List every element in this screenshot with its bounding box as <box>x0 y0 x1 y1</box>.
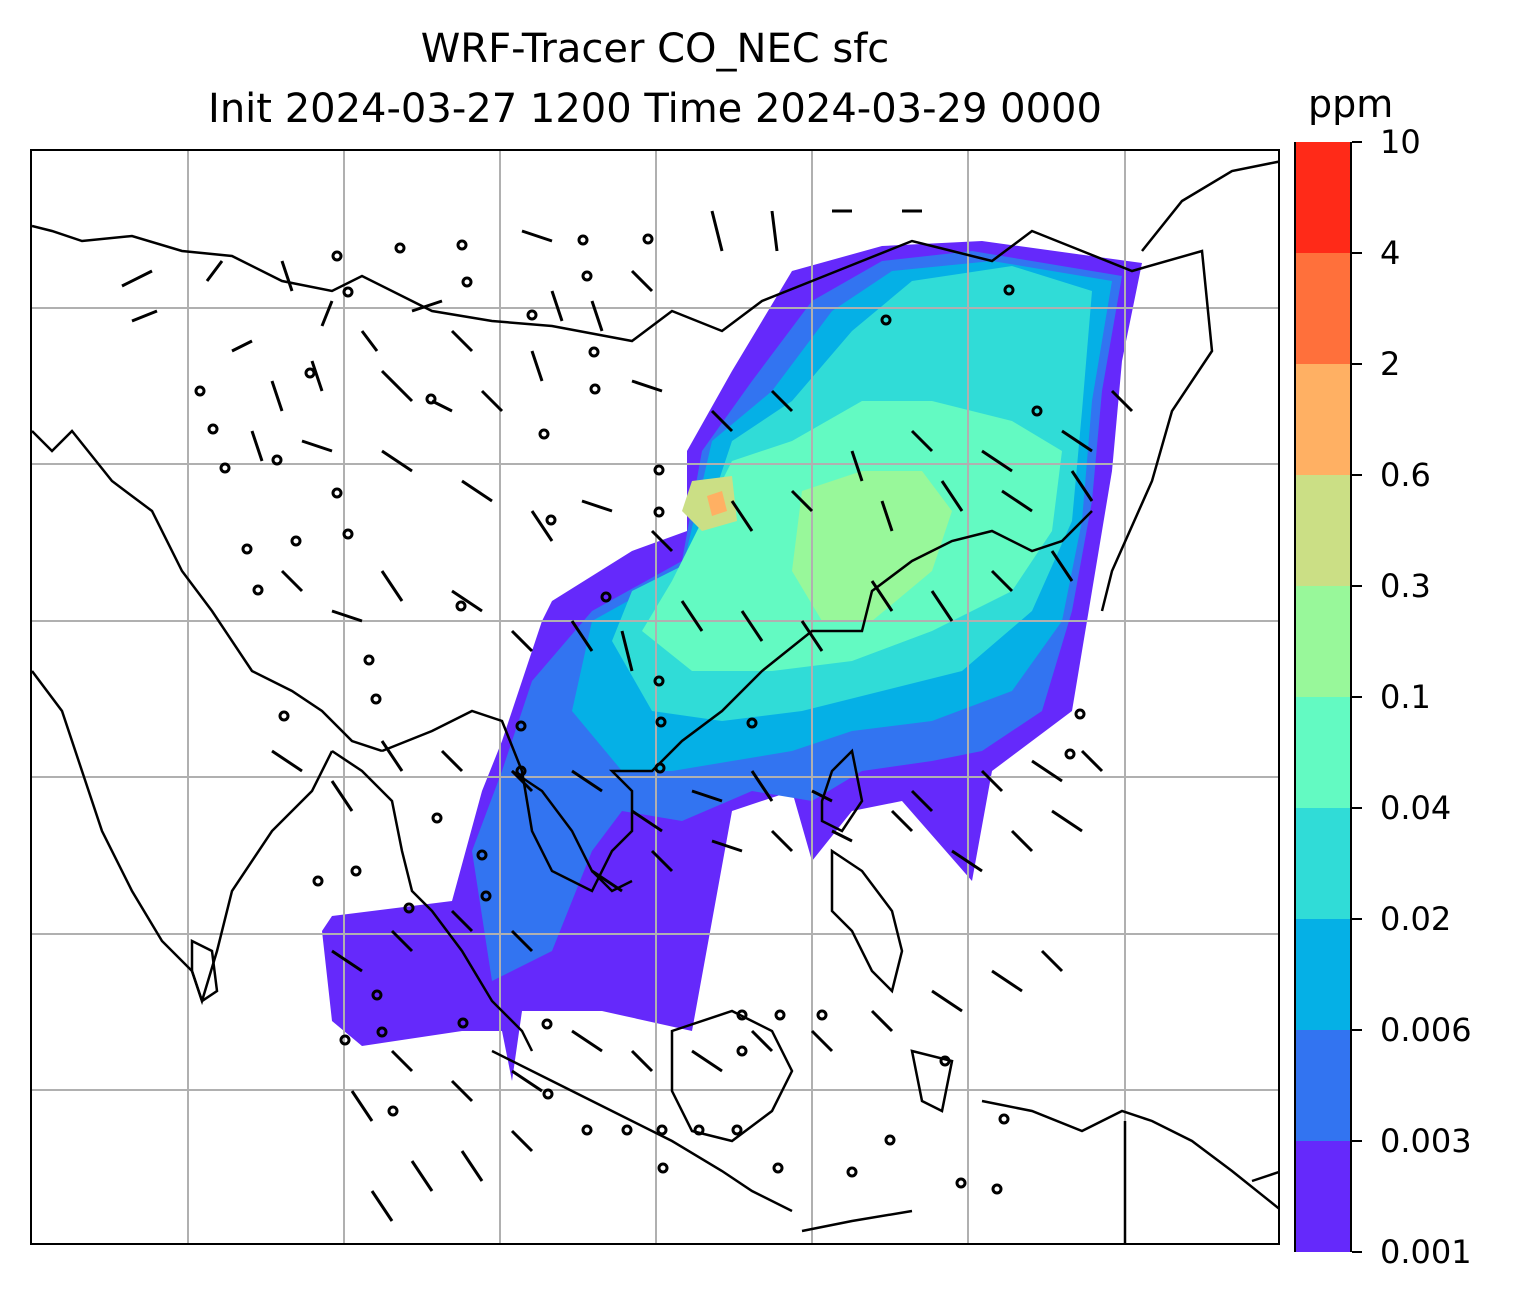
colorbar-tick-label: 0.6 <box>1380 456 1431 494</box>
colorbar-tick <box>1352 363 1362 365</box>
colorbar-tick <box>1352 918 1362 920</box>
colorbar-tick-label: 10 <box>1380 123 1421 161</box>
wind-barbs <box>121 209 1134 1222</box>
colorbar-tick <box>1352 1140 1362 1142</box>
colorbar-tick <box>1352 474 1362 476</box>
colorbar-unit-label: ppm <box>1308 82 1394 126</box>
colorbar-segment <box>1296 697 1350 808</box>
map-panel <box>30 149 1280 1245</box>
plume-level-8 <box>707 491 727 516</box>
colorbar-tick-label: 0.02 <box>1380 900 1452 938</box>
colorbar-tick <box>1352 1029 1362 1031</box>
colorbar-tick <box>1352 252 1362 254</box>
colorbar-tick-label: 0.003 <box>1380 1122 1472 1160</box>
chart-title-line1: WRF-Tracer CO_NEC sfc <box>420 26 890 72</box>
colorbar-tick-label: 0.001 <box>1380 1233 1472 1271</box>
gridlines <box>32 151 1278 1243</box>
colorbar-segment <box>1296 919 1350 1030</box>
map-svg <box>32 151 1278 1243</box>
colorbar-segment <box>1296 586 1350 697</box>
colorbar-segment <box>1296 364 1350 475</box>
colorbar-segment <box>1296 1141 1350 1252</box>
plume-level-6 <box>792 471 952 621</box>
colorbar-tick-label: 2 <box>1380 345 1401 383</box>
coastlines <box>32 160 1278 1243</box>
colorbar-tick <box>1352 807 1362 809</box>
colorbar-segment <box>1296 475 1350 586</box>
colorbar <box>1294 142 1352 1252</box>
colorbar-segment <box>1296 808 1350 919</box>
colorbar-tick <box>1352 696 1362 698</box>
colorbar-tick <box>1352 141 1362 143</box>
colorbar-tick-label: 0.1 <box>1380 678 1431 716</box>
colorbar-tick <box>1352 585 1362 587</box>
colorbar-segment <box>1296 1030 1350 1141</box>
chart-title-line2: Init 2024-03-27 1200 Time 2024-03-29 000… <box>208 86 1102 132</box>
colorbar-segment <box>1296 253 1350 364</box>
calm-circles <box>194 233 1086 1195</box>
colorbar-tick-label: 0.3 <box>1380 567 1431 605</box>
colorbar-tick-label: 0.006 <box>1380 1011 1472 1049</box>
colorbar-segment <box>1296 142 1350 253</box>
tracer-plume-layer <box>322 241 1142 1081</box>
colorbar-tick-label: 0.04 <box>1380 789 1452 827</box>
colorbar-tick-label: 4 <box>1380 234 1401 272</box>
colorbar-tick <box>1352 1251 1362 1253</box>
